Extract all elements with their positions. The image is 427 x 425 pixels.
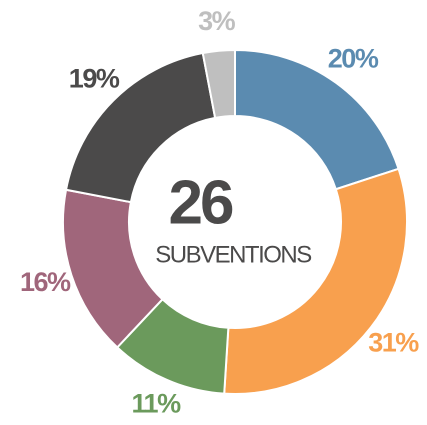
data-label: 11% <box>132 389 182 419</box>
data-label: 20% <box>328 43 379 73</box>
donut-segment <box>223 167 408 395</box>
data-label: 3% <box>198 6 236 36</box>
data-label: 31% <box>368 328 419 358</box>
center-value: 26 <box>169 168 233 237</box>
data-label: 19% <box>69 64 120 94</box>
donut-segment <box>201 48 236 120</box>
data-label: 16% <box>20 267 71 297</box>
center-label: SUBVENTIONS <box>155 241 311 268</box>
